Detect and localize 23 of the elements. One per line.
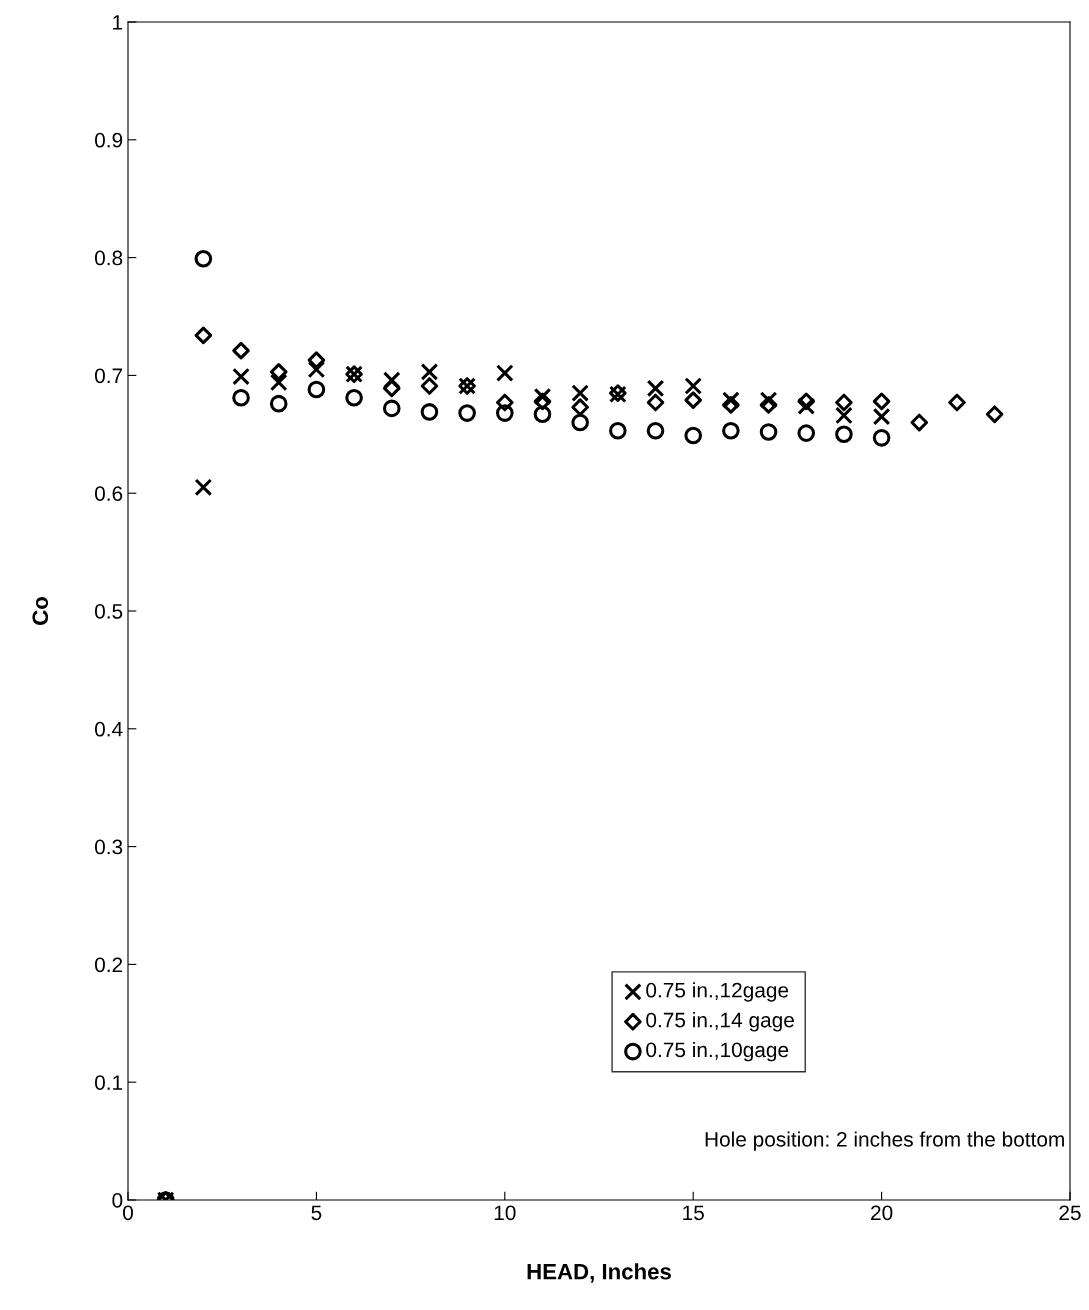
y-tick-label: 0.9 (94, 132, 123, 148)
legend-label: 0.75 in.,14 gage (646, 1012, 794, 1032)
y-tick-label: 0.7 (94, 368, 123, 384)
x-tick-label: 10 (494, 1205, 516, 1221)
legend-label: 0.75 in.,12gage (646, 982, 789, 1002)
x-axis-title: HEAD, Inches (527, 1263, 671, 1283)
y-tick-label: 0.3 (94, 839, 123, 855)
y-tick-label: 0.6 (94, 486, 123, 501)
legend-label: 0.75 in.,10gage (646, 1041, 789, 1062)
y-tick-label: 1 (113, 15, 123, 30)
x-tick-label: 15 (683, 1205, 704, 1221)
y-axis-title: Co (32, 597, 49, 625)
annotation: Hole position: 2 inches from the bottom (705, 1131, 1064, 1151)
x-tick-label: 25 (1059, 1205, 1081, 1221)
y-tick-label: 0.2 (94, 957, 123, 973)
y-tick-label: 0.5 (94, 604, 123, 619)
y-tick-label: 0.4 (94, 721, 123, 737)
y-tick-label: 0.1 (94, 1075, 123, 1090)
x-tick-label: 5 (311, 1205, 322, 1221)
y-tick-label: 0 (112, 1193, 123, 1208)
y-tick-label: 0.8 (94, 250, 123, 266)
x-tick-label: 20 (871, 1205, 893, 1221)
x-tick-label: 0 (123, 1205, 133, 1221)
